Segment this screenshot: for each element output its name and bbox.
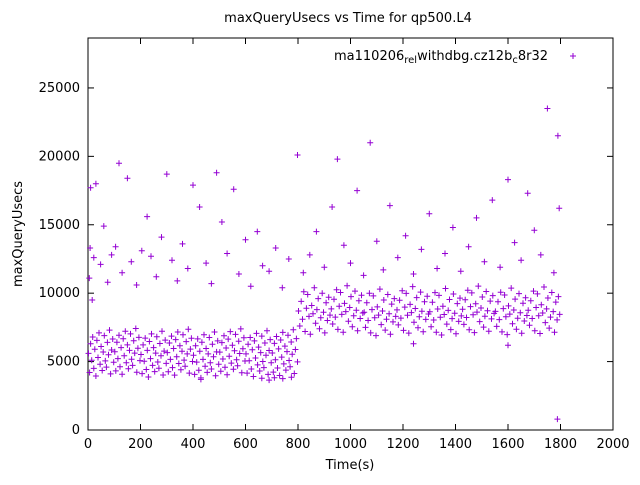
x-tick-label: 2000 xyxy=(596,437,629,452)
x-tick-label: 1600 xyxy=(491,437,524,452)
x-tick-label: 1200 xyxy=(386,437,419,452)
x-tick-label: 400 xyxy=(181,437,206,452)
y-tick-label: 5000 xyxy=(47,355,80,370)
x-tick-label: 0 xyxy=(84,437,92,452)
x-tick-label: 1400 xyxy=(439,437,472,452)
legend-marker-icon xyxy=(570,53,576,59)
y-tick-label: 10000 xyxy=(39,286,80,301)
y-tick-label: 25000 xyxy=(39,81,80,96)
tick-marks xyxy=(87,38,614,431)
y-tick-labels: 0 5000 10000 15000 20000 25000 xyxy=(39,81,80,438)
x-tick-label: 600 xyxy=(233,437,258,452)
legend-label-sub: c xyxy=(512,55,518,66)
y-tick-label: 0 xyxy=(72,423,80,438)
legend-label: ma110206relwithdbg.cz12bc8r32 xyxy=(334,49,548,66)
x-tick-label: 800 xyxy=(286,437,311,452)
y-tick-label: 15000 xyxy=(39,218,80,233)
y-axis-label: maxQueryUsecs xyxy=(11,181,26,287)
x-tick-label: 1000 xyxy=(334,437,367,452)
legend-label-part: 8r32 xyxy=(518,49,548,64)
legend-label-part: ma110206 xyxy=(334,49,404,64)
legend-label-part: withdbg.cz12b xyxy=(417,49,512,64)
legend: ma110206relwithdbg.cz12bc8r32 xyxy=(334,49,576,66)
legend-label-sub: rel xyxy=(404,55,417,66)
x-tick-label: 1800 xyxy=(544,437,577,452)
x-tick-label: 200 xyxy=(128,437,153,452)
data-points xyxy=(85,105,563,423)
x-tick-labels: 0 200 400 600 800 1000 1200 1400 1600 1800 2000 xyxy=(84,437,630,452)
x-axis-label: Time(s) xyxy=(325,458,375,473)
chart-title: maxQueryUsecs vs Time for qp500.L4 xyxy=(224,11,472,26)
y-tick-label: 20000 xyxy=(39,149,80,164)
